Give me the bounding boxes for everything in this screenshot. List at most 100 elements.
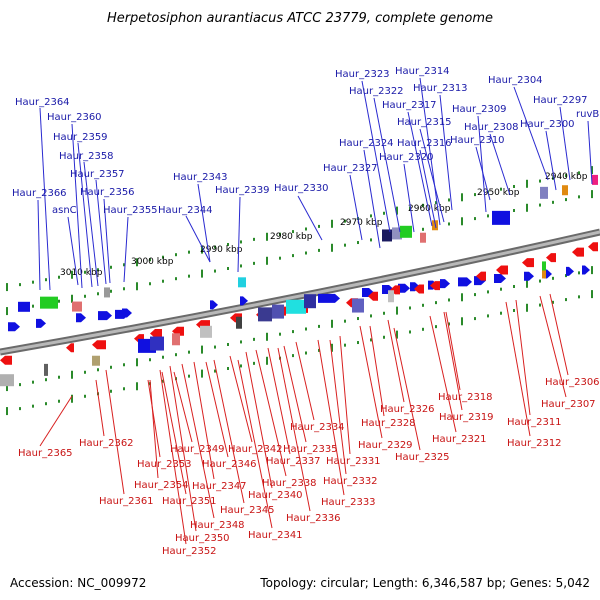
topology-text: Topology: circular; Length: 6,346,587 bp…	[259, 576, 590, 590]
gene-features	[0, 174, 598, 387]
track-tick	[162, 255, 164, 259]
gene-label: Haur_2353	[137, 459, 192, 470]
gene-label: Haur_2361	[99, 496, 154, 507]
track-tick	[552, 176, 554, 180]
track-tick	[123, 263, 125, 267]
track-tick	[227, 266, 229, 270]
gene-label: Haur_2321	[432, 434, 487, 445]
leader-line	[71, 123, 83, 289]
leader-line	[545, 130, 557, 191]
track-tick	[32, 280, 34, 284]
feature-box	[392, 227, 402, 240]
track-tick	[214, 245, 216, 249]
track-tick	[19, 283, 21, 287]
forward-gene-arrow	[76, 313, 86, 323]
track-tick	[149, 282, 151, 286]
track-tick	[565, 298, 567, 302]
gene-label: Haur_2349	[170, 444, 225, 455]
tick-label: 2980 kbp	[270, 232, 313, 242]
forward-gene-arrow	[524, 271, 534, 281]
track-tick	[227, 342, 229, 346]
track-tick	[461, 293, 463, 302]
gene-label: Haur_2315	[397, 117, 452, 128]
gene-label: Haur_2332	[323, 476, 378, 487]
track-tick	[461, 317, 463, 326]
feature-box	[258, 307, 272, 322]
track-tick	[370, 238, 372, 242]
leader-line	[419, 149, 437, 229]
gene-label: Haur_2342	[228, 444, 283, 455]
track-tick	[409, 330, 411, 334]
leader-line	[193, 361, 215, 480]
feature-box	[592, 174, 598, 185]
track-tick	[84, 294, 86, 298]
gene-label: Haur_2356	[80, 187, 135, 198]
track-tick	[162, 379, 164, 383]
gene-label: Haur_2336	[286, 513, 341, 524]
leader-line	[237, 359, 273, 529]
leader-line	[149, 379, 159, 479]
track-tick	[344, 319, 346, 323]
feature-box	[172, 333, 180, 346]
feature-box	[540, 186, 548, 199]
leader-line	[369, 325, 385, 417]
track-tick	[435, 201, 437, 205]
leader-line	[77, 142, 93, 288]
track-tick	[591, 190, 593, 199]
track-tick	[292, 230, 294, 234]
gene-label: Haur_2337	[266, 456, 321, 467]
track-tick	[292, 254, 294, 258]
leader-line	[419, 128, 445, 223]
track-tick	[149, 358, 151, 362]
feature-box	[238, 277, 246, 288]
track-tick	[175, 277, 177, 281]
track-tick	[318, 224, 320, 228]
leader-line	[295, 341, 315, 421]
track-tick	[149, 258, 151, 262]
track-tick	[409, 306, 411, 310]
gene-label: Haur_2341	[248, 530, 303, 541]
reverse-gene-arrow	[546, 253, 556, 263]
leader-line	[161, 371, 187, 495]
track-tick	[214, 345, 216, 349]
feature-box	[92, 355, 100, 366]
forward-gene-labels: Haur_2364 Haur_2360 Haur_2359 Haur_2358 …	[12, 66, 599, 216]
reverse-gene-arrow	[0, 355, 12, 365]
track-tick	[201, 245, 203, 254]
track-tick	[240, 240, 242, 244]
leader-line	[515, 299, 531, 416]
feature-tracks	[6, 166, 593, 416]
track-tick	[71, 394, 73, 403]
track-tick	[552, 200, 554, 204]
leader-line	[123, 216, 129, 283]
track-tick	[318, 348, 320, 352]
track-tick	[344, 243, 346, 247]
gene-label: Haur_2331	[326, 456, 381, 467]
track-tick	[383, 211, 385, 215]
gene-label: Haur_2345	[220, 505, 275, 516]
leader-line	[237, 196, 241, 273]
forward-gene-arrow	[458, 277, 472, 287]
track-tick	[175, 253, 177, 257]
track-tick	[123, 387, 125, 391]
track-tick	[110, 389, 112, 393]
track-tick	[591, 290, 593, 299]
gene-label: Haur_2320	[379, 152, 434, 163]
track-tick	[435, 325, 437, 329]
track-tick	[58, 375, 60, 379]
track-tick	[461, 217, 463, 226]
reverse-gene-arrow	[92, 340, 106, 350]
feature-box	[18, 301, 30, 312]
track-tick	[162, 279, 164, 283]
track-tick	[19, 407, 21, 411]
gene-label: Haur_2300	[520, 119, 575, 130]
track-tick	[344, 343, 346, 347]
leader-line	[587, 120, 593, 185]
forward-gene-arrow	[566, 266, 574, 276]
tick-label: 2940 kbp	[545, 172, 588, 182]
leader-line	[475, 146, 491, 201]
forward-gene-arrow	[398, 283, 410, 293]
gene-label: Haur_2323	[335, 69, 390, 80]
feature-box	[304, 294, 316, 309]
reverse-gene-arrow	[588, 242, 598, 252]
